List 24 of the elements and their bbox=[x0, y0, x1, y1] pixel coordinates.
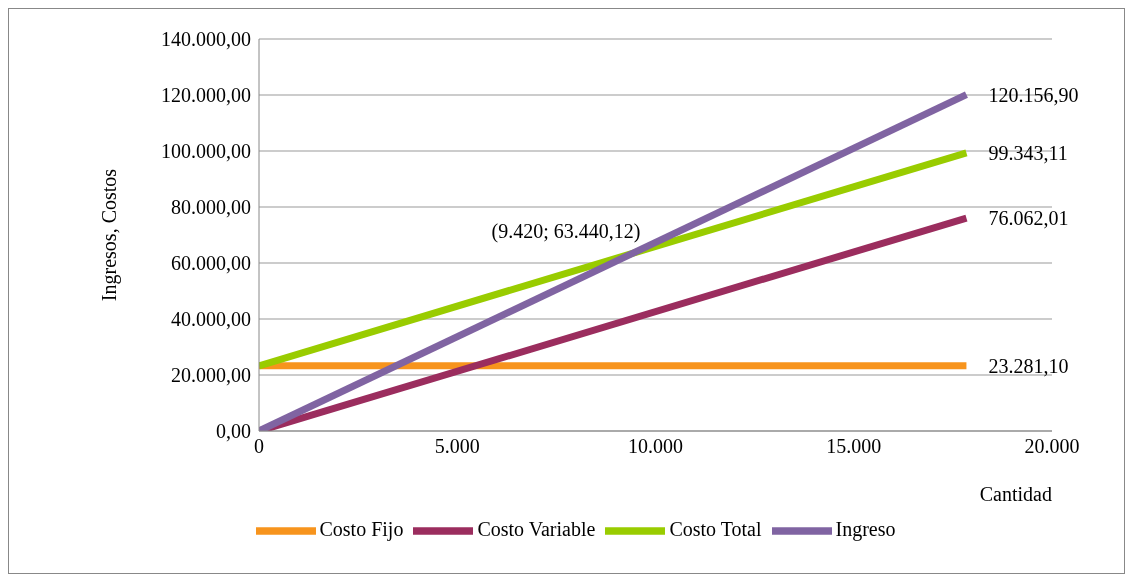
legend-label: Costo Total bbox=[669, 517, 762, 540]
y-tick-label: 40.000,00 bbox=[171, 308, 251, 331]
legend-label: Ingreso bbox=[835, 517, 896, 540]
data-label: 99.343,11 bbox=[988, 141, 1068, 164]
data-label: 76.062,01 bbox=[988, 207, 1069, 230]
x-tick-label: 15.000 bbox=[826, 435, 882, 458]
legend-label: Costo Fijo bbox=[319, 517, 404, 540]
y-axis-title: Ingresos, Costos bbox=[98, 168, 122, 302]
y-tick-label: 120.000,00 bbox=[161, 84, 251, 107]
y-tick-label: 140.000,00 bbox=[161, 28, 251, 51]
annotation: (9.420; 63.440,12) bbox=[491, 220, 641, 244]
x-tick-label: 10.000 bbox=[628, 435, 683, 458]
y-tick-label: 0,00 bbox=[216, 420, 251, 443]
x-tick-label: 0 bbox=[254, 435, 264, 458]
x-axis-title: Cantidad bbox=[979, 483, 1052, 505]
data-label: 120.156,90 bbox=[988, 83, 1079, 106]
y-tick-label: 60.000,00 bbox=[171, 252, 251, 275]
legend-label: Costo Variable bbox=[477, 517, 596, 540]
data-label: 23.281,10 bbox=[988, 354, 1069, 377]
x-tick-label: 20.000 bbox=[1024, 435, 1080, 458]
x-tick-label: 5.000 bbox=[434, 435, 480, 458]
y-tick-label: 100.000,00 bbox=[161, 140, 251, 163]
y-tick-label: 20.000,00 bbox=[171, 364, 251, 387]
y-tick-label: 80.000,00 bbox=[171, 196, 251, 219]
